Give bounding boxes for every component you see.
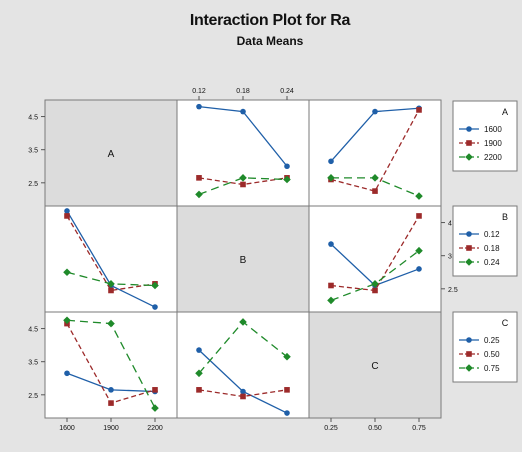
data-point xyxy=(372,188,378,194)
x-tick-label: 0.18 xyxy=(236,88,250,95)
legend-entry-label: 1600 xyxy=(484,125,502,134)
data-point xyxy=(328,158,334,164)
x-tick-label: 0.24 xyxy=(280,88,294,95)
legend-entry-label: 0.18 xyxy=(484,244,500,253)
data-point xyxy=(372,109,378,115)
panel-cell xyxy=(45,206,177,312)
data-point xyxy=(284,410,290,416)
data-point xyxy=(328,283,334,289)
data-point xyxy=(152,387,158,393)
data-point xyxy=(108,288,114,294)
legend-title: C xyxy=(502,318,509,328)
legend-entry-label: 0.25 xyxy=(484,336,500,345)
data-point xyxy=(284,163,290,169)
y-tick-label: 3.5 xyxy=(28,360,38,367)
legend-marker xyxy=(466,126,472,132)
data-point xyxy=(240,182,246,188)
data-point xyxy=(196,387,202,393)
data-point xyxy=(372,288,378,294)
legend-entry-label: 0.50 xyxy=(484,350,500,359)
y-tick-label: 2.5 xyxy=(448,287,458,294)
x-tick-label: 0.50 xyxy=(368,425,382,432)
data-point xyxy=(416,107,422,113)
factor-label-C: C xyxy=(371,361,378,372)
data-point xyxy=(284,387,290,393)
panel-cell xyxy=(177,312,309,418)
y-tick-label: 4.5 xyxy=(28,115,38,122)
data-point xyxy=(240,109,246,115)
legend-marker xyxy=(466,231,472,237)
data-point xyxy=(196,175,202,181)
x-tick-label: 0.75 xyxy=(412,425,426,432)
legend-entry-label: 0.12 xyxy=(484,230,500,239)
legend-entry-label: 0.75 xyxy=(484,364,500,373)
legend-title: A xyxy=(502,107,508,117)
data-point xyxy=(108,400,114,406)
y-tick-label: 3.5 xyxy=(28,148,38,155)
x-tick-label: 0.25 xyxy=(324,425,338,432)
legend-marker xyxy=(466,140,472,146)
y-tick-label: 4.5 xyxy=(28,327,38,334)
data-point xyxy=(416,266,422,272)
panel-cell xyxy=(177,100,309,206)
data-point xyxy=(64,208,70,214)
legend-marker xyxy=(466,351,472,357)
data-point xyxy=(196,347,202,353)
data-point xyxy=(64,213,70,219)
data-point xyxy=(196,104,202,110)
data-point xyxy=(64,370,70,376)
x-tick-label: 1600 xyxy=(59,425,75,432)
data-point xyxy=(108,387,114,393)
data-point xyxy=(328,241,334,247)
y-tick-label: 2.5 xyxy=(28,393,38,400)
factor-label-A: A xyxy=(108,149,115,160)
x-tick-label: 2200 xyxy=(147,425,163,432)
legend-title: B xyxy=(502,212,508,222)
x-tick-label: 0.12 xyxy=(192,88,206,95)
legend-entry-label: 1900 xyxy=(484,139,502,148)
legend-entry-label: 0.24 xyxy=(484,258,500,267)
factor-label-B: B xyxy=(240,255,247,266)
y-tick-label: 2.5 xyxy=(28,181,38,188)
data-point xyxy=(416,213,422,219)
data-point xyxy=(240,389,246,395)
x-tick-label: 1900 xyxy=(103,425,119,432)
legend-entry-label: 2200 xyxy=(484,153,502,162)
data-point xyxy=(240,394,246,400)
data-point xyxy=(152,304,158,310)
legend-marker xyxy=(466,245,472,251)
legend-marker xyxy=(466,337,472,343)
panel-cell xyxy=(309,206,441,312)
